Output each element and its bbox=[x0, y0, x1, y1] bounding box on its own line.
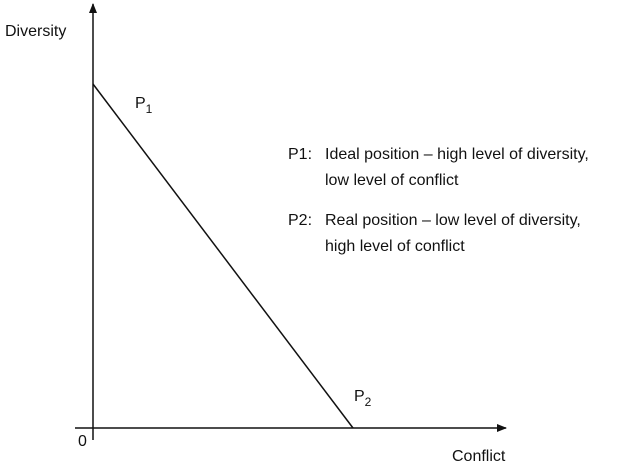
legend-key: P2: bbox=[288, 212, 312, 229]
point-letter: P bbox=[135, 95, 146, 112]
trade-off-line bbox=[92, 83, 354, 429]
point-label: P1 bbox=[135, 95, 153, 116]
point-subscript: 1 bbox=[146, 102, 153, 116]
x-axis-label: Conflict bbox=[452, 448, 506, 465]
legend-key: P1: bbox=[288, 146, 312, 163]
legend-text: low level of conflict bbox=[325, 172, 459, 189]
legend-text: Ideal position – high level of diversity… bbox=[325, 146, 589, 163]
point-letter: P bbox=[354, 388, 365, 405]
legend-text: Real position – low level of diversity, bbox=[325, 212, 581, 229]
origin-label: 0 bbox=[78, 433, 87, 450]
legend-text: high level of conflict bbox=[325, 238, 465, 255]
point-subscript: 2 bbox=[365, 395, 372, 409]
y-axis-label: Diversity bbox=[5, 23, 66, 40]
point-label: P2 bbox=[354, 388, 372, 409]
